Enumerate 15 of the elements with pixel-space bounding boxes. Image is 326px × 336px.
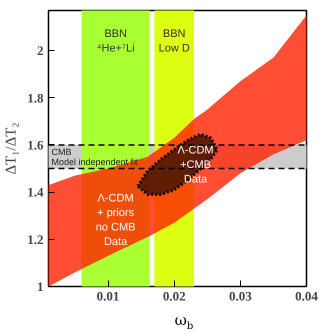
x-tick-label: 0.03 bbox=[228, 288, 252, 304]
x-tick-label: 0.04 bbox=[295, 288, 318, 304]
x-axis-title: ω$_{b}$ bbox=[174, 311, 194, 334]
y-tick-label: 1.4 bbox=[27, 184, 44, 200]
y-tick-label: 1.2 bbox=[27, 232, 44, 247]
annotation: Λ-CDM + priors no CMB Data bbox=[96, 192, 136, 248]
y-tick-label: 1.6 bbox=[27, 137, 44, 152]
y-tick-label: 1.8 bbox=[27, 90, 44, 106]
y-tick-label: 2 bbox=[37, 43, 44, 58]
y-tick-label: 1 bbox=[37, 279, 44, 294]
band-label: BBN ⁴He+⁷Li bbox=[96, 28, 135, 54]
y-axis-title: ΔT₁/ΔT₂ bbox=[3, 122, 20, 175]
x-tick-label: 0.02 bbox=[162, 288, 186, 304]
x-tick-label: 0.01 bbox=[96, 288, 120, 304]
band-label: BBN Low D bbox=[158, 28, 190, 54]
